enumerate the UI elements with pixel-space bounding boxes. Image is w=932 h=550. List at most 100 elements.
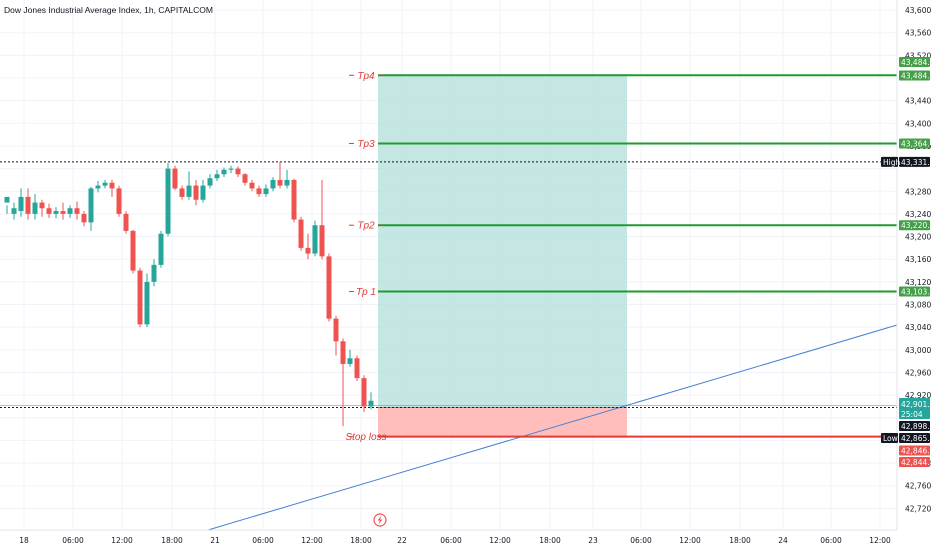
sl-price-tag-a-text: 42,846.6 — [901, 447, 932, 456]
high-label-tag: High — [881, 156, 900, 167]
stop-loss-label: Stop loss — [345, 432, 386, 443]
candle-body — [88, 188, 94, 223]
candle-body — [305, 247, 311, 254]
candles — [4, 161, 374, 427]
time-tick-label: 12:00 — [111, 536, 133, 545]
candle-body — [46, 208, 52, 214]
time-tick-label: 18:00 — [539, 536, 561, 545]
sl-price-tag-b: 42,844.8 — [899, 457, 932, 467]
price-tick-label: 42,920.0 — [905, 391, 932, 400]
price-tick-label: 43,200.0 — [905, 233, 932, 242]
price-tick-label: 43,600.0 — [905, 6, 932, 15]
low-price-tag-text: 42,865.7 — [901, 434, 932, 443]
tp3-price-tag: 43,364.4 — [899, 138, 932, 149]
candle-body — [291, 179, 297, 220]
position-zones — [378, 75, 627, 437]
time-tick-label: 06:00 — [630, 536, 652, 545]
price-tick-label: 42,720.0 — [905, 504, 932, 513]
tp1-price-tag-bg — [899, 286, 930, 297]
chart-title: Dow Jones Industrial Average Index, 1h, … — [4, 5, 213, 15]
trendline[interactable] — [207, 324, 898, 531]
candle-body — [242, 174, 248, 183]
time-tick-label: 12:00 — [489, 536, 511, 545]
low-price-tag-bg — [899, 433, 930, 443]
time-tick-label: 12:00 — [869, 536, 891, 545]
candle-body — [67, 208, 73, 214]
tp1-price-tag: 43,103.0 — [899, 286, 932, 297]
loss-zone — [378, 407, 627, 437]
candle-body — [340, 341, 346, 364]
tp3-price-tag-text: 43,364.4 — [901, 139, 932, 148]
price-tick-label: 42,960.0 — [905, 368, 932, 377]
tp4-price-tag-a-bg — [899, 57, 930, 67]
entry-price-tag-text: 42,898.2 — [901, 422, 932, 431]
candle-body — [74, 208, 80, 214]
candle-body — [347, 358, 353, 364]
trendline-group — [207, 324, 898, 531]
tp2-price-tag-text: 43,220.0 — [901, 221, 932, 230]
candle-body — [270, 179, 276, 189]
lightning-icon-bolt — [377, 515, 383, 525]
entry-price-tag-bg — [899, 421, 930, 431]
price-tick-label: 43,040.0 — [905, 323, 932, 332]
time-tick-label: 12:00 — [679, 536, 701, 545]
high-price-tag-bg — [899, 156, 930, 167]
candle-body — [277, 179, 283, 186]
candle-body — [144, 281, 150, 325]
profit-zone — [378, 75, 627, 408]
candle-body — [228, 168, 234, 170]
candle-body — [116, 188, 122, 214]
candle-body — [284, 179, 290, 186]
candle-body — [18, 196, 24, 212]
tp-label: Tp2 — [357, 221, 375, 232]
sl-price-tag-b-bg — [899, 457, 930, 467]
candle-body — [214, 174, 220, 179]
candle-body — [354, 358, 360, 379]
price-tick-label: 43,000.0 — [905, 346, 932, 355]
tp2-price-tag: 43,220.0 — [899, 220, 932, 231]
time-tick-label: 23 — [588, 536, 598, 545]
candle-body — [123, 213, 129, 231]
candle-body — [60, 211, 66, 214]
candle-body — [39, 202, 45, 209]
time-tick-label: 18:00 — [729, 536, 751, 545]
tp-label: Tp 1 — [356, 287, 376, 298]
candle-body — [368, 400, 374, 407]
candle-body — [256, 188, 262, 195]
candle-body — [312, 225, 318, 254]
time-tick-label: 22 — [397, 536, 407, 545]
time-axis: 18 06:00 12:00 18:00 21 06:00 12:00 18:00 22 06:0… — [0, 529, 897, 545]
low-label-tag: Low — [881, 433, 898, 443]
candle-body — [11, 208, 17, 214]
candle-body — [263, 188, 269, 195]
current-price-tag-bg — [899, 398, 930, 419]
tp2-price-tag-bg — [899, 220, 930, 231]
time-tick-label: 18:00 — [161, 536, 183, 545]
candle-body — [32, 202, 38, 214]
tp4-price-tag-a: 43,484.8 — [899, 57, 932, 67]
tp4-price-tag-b-bg — [899, 70, 930, 81]
lightning-icon[interactable] — [373, 513, 387, 527]
price-tick-label: 42,760.0 — [905, 482, 932, 491]
candle-body — [53, 211, 59, 214]
candle-body — [200, 185, 206, 200]
candle-body — [95, 185, 101, 189]
candle-body — [151, 264, 157, 282]
candle-body — [221, 169, 227, 175]
candle-body — [333, 318, 339, 342]
current-price-tag: 42,901.725:04 — [899, 398, 932, 419]
tp4-price-tag-b: 43,484.8 — [899, 70, 932, 81]
low-label-tag-text: Low — [883, 434, 898, 443]
high-price-tag-text: 43,331.9 — [901, 158, 932, 167]
horizontal-lines — [0, 161, 897, 408]
sl-price-tag-a: 42,846.6 — [899, 445, 932, 456]
candle-body — [25, 196, 31, 214]
candle-body — [109, 182, 115, 189]
price-tick-label: 43,560.0 — [905, 29, 932, 38]
candle-body — [172, 168, 178, 189]
candle-body — [179, 188, 185, 197]
time-tick-label: 06:00 — [440, 536, 462, 545]
price-tick-label: 43,120.0 — [905, 278, 932, 287]
